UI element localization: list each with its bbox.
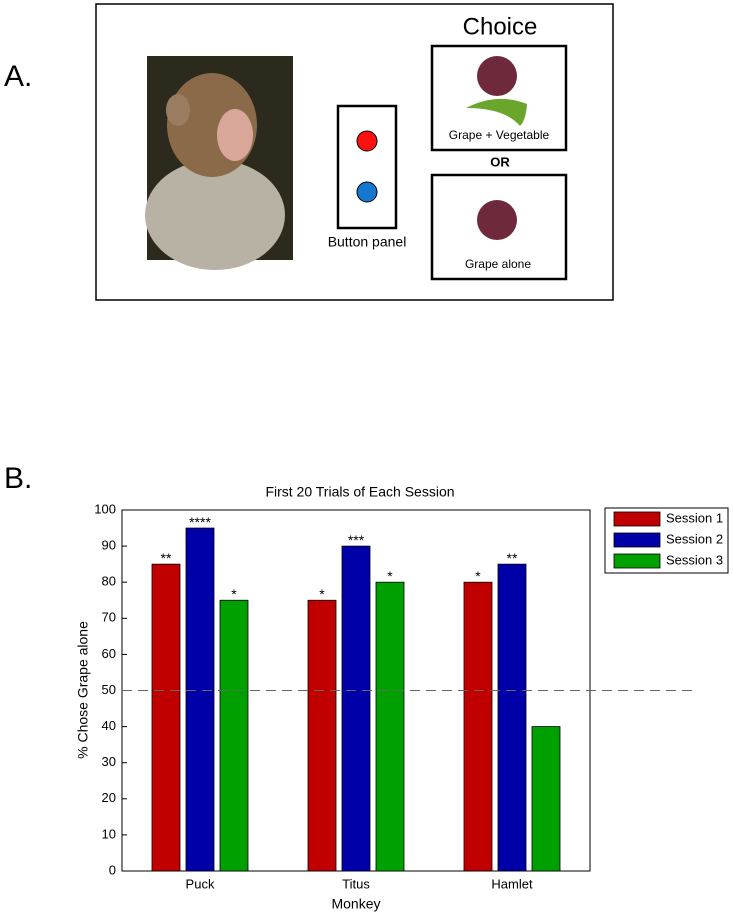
y-tick-label: 40 — [102, 718, 116, 733]
significance-label: **** — [189, 514, 211, 530]
button-panel — [336, 104, 398, 230]
y-tick-label: 20 — [102, 790, 116, 805]
bar — [463, 581, 493, 872]
legend-label: Session 3 — [666, 552, 723, 567]
bar — [375, 581, 405, 872]
bar — [151, 563, 181, 872]
x-axis-label: Monkey — [331, 896, 380, 912]
x-tick-label: Puck — [186, 876, 215, 891]
y-tick-label: 60 — [102, 646, 116, 661]
y-tick-label: 80 — [102, 574, 116, 589]
significance-label: * — [319, 586, 325, 602]
grape — [477, 56, 517, 96]
red-button — [356, 130, 378, 152]
y-tick-label: 0 — [109, 862, 116, 877]
y-tick-label: 100 — [94, 501, 116, 516]
bar — [497, 563, 527, 872]
y-tick-label: 90 — [102, 538, 116, 553]
significance-label: ** — [161, 550, 172, 566]
panel-label: B. — [4, 462, 32, 495]
significance-label: *** — [348, 532, 365, 548]
option-box — [430, 173, 568, 281]
separator: OR — [490, 154, 510, 169]
y-tick-label: 10 — [102, 826, 116, 841]
bar — [307, 599, 337, 872]
y-tick-label: 70 — [102, 610, 116, 625]
vegetable — [466, 98, 527, 126]
y-tick-label: 30 — [102, 754, 116, 769]
legend-swatch — [613, 532, 661, 548]
y-tick-label: 50 — [102, 682, 116, 697]
legend-label: Session 2 — [666, 531, 723, 546]
bar — [219, 599, 249, 872]
option-label: Grape + Vegetable — [449, 128, 550, 142]
x-tick-label: Hamlet — [491, 876, 533, 891]
y-axis-label: % Chose Grape alone — [75, 621, 91, 759]
chart-title: First 20 Trials of Each Session — [265, 484, 454, 500]
panel-a-frame — [95, 3, 614, 301]
x-tick-label: Titus — [342, 876, 370, 891]
legend-swatch — [613, 553, 661, 569]
choice-title: Choice — [463, 13, 538, 40]
bar — [341, 545, 371, 872]
legend-label: Session 1 — [666, 510, 723, 525]
blue-button — [356, 181, 378, 203]
grape — [477, 200, 517, 240]
legend-swatch — [613, 511, 661, 527]
button-panel-label: Button panel — [328, 234, 407, 250]
significance-label: ** — [507, 550, 518, 566]
significance-label: * — [475, 568, 481, 584]
monkey-photo — [145, 56, 293, 270]
bar — [185, 527, 215, 872]
bar — [531, 726, 561, 872]
significance-label: * — [231, 586, 237, 602]
panel-label: A. — [4, 60, 32, 93]
option-label: Grape alone — [465, 257, 531, 271]
significance-label: * — [387, 568, 393, 584]
